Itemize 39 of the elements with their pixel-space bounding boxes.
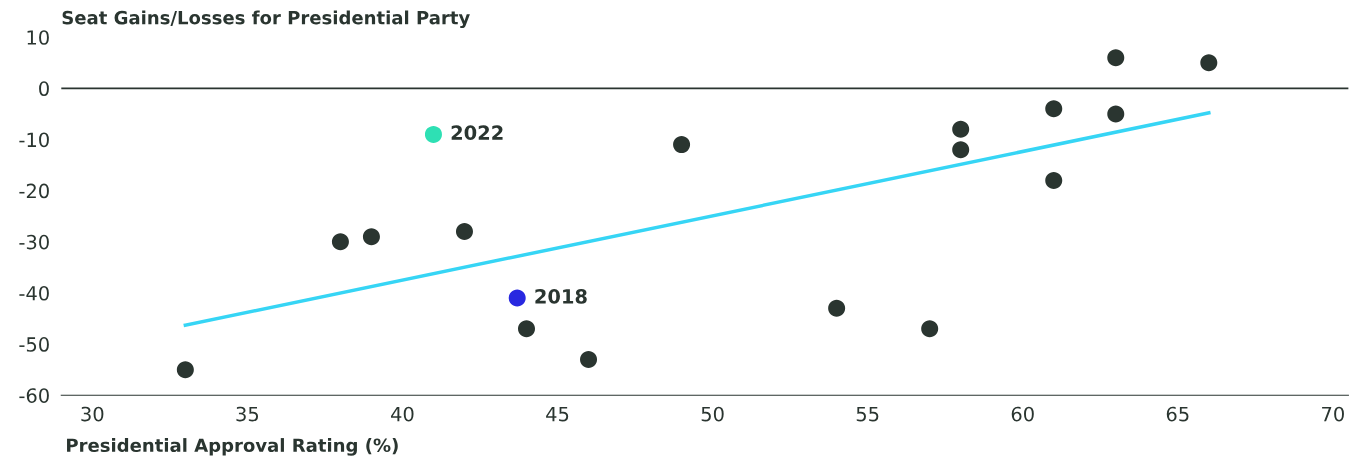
point — [921, 320, 939, 338]
y-tick-label: 0 — [39, 81, 49, 97]
point — [673, 136, 691, 154]
x-tick-label: 50 — [701, 406, 724, 422]
series-label: 2022 — [451, 125, 503, 141]
x-tick-label: 30 — [81, 406, 104, 422]
y-tick-label: -50 — [19, 337, 49, 352]
x-tick-label: 35 — [236, 406, 259, 422]
x-tick-label: 40 — [391, 406, 414, 422]
y-tick-label: -20 — [19, 183, 49, 199]
point — [1107, 105, 1125, 123]
x-tick-label: 65 — [1166, 406, 1189, 422]
y-tick-label: -40 — [19, 285, 49, 301]
point — [508, 289, 526, 307]
point — [176, 361, 194, 379]
series-label: 2018 — [535, 289, 587, 304]
x-tick-label: 60 — [1011, 406, 1034, 422]
point — [424, 125, 442, 143]
y-tick-label: -10 — [19, 132, 49, 148]
y-axis-title: Seat Gains/Losses for Presidential Party — [62, 10, 470, 29]
point — [455, 223, 473, 241]
point — [1045, 171, 1063, 189]
point — [1107, 49, 1125, 67]
x-tick-label: 70 — [1322, 406, 1344, 422]
x-axis-title: Presidential Approval Rating (%) — [67, 438, 398, 456]
point — [580, 350, 598, 368]
y-tick-label: -60 — [19, 388, 49, 403]
point — [952, 141, 970, 159]
point — [828, 299, 846, 317]
point — [518, 320, 536, 338]
y-tick-label: -30 — [19, 234, 49, 250]
x-tick-label: 45 — [546, 406, 569, 422]
x-tick-label: 55 — [856, 406, 879, 422]
point — [362, 228, 380, 246]
point — [331, 233, 349, 251]
point — [952, 120, 970, 138]
y-tick-label: 10 — [27, 30, 49, 45]
point — [1045, 100, 1063, 118]
point — [1200, 54, 1218, 72]
